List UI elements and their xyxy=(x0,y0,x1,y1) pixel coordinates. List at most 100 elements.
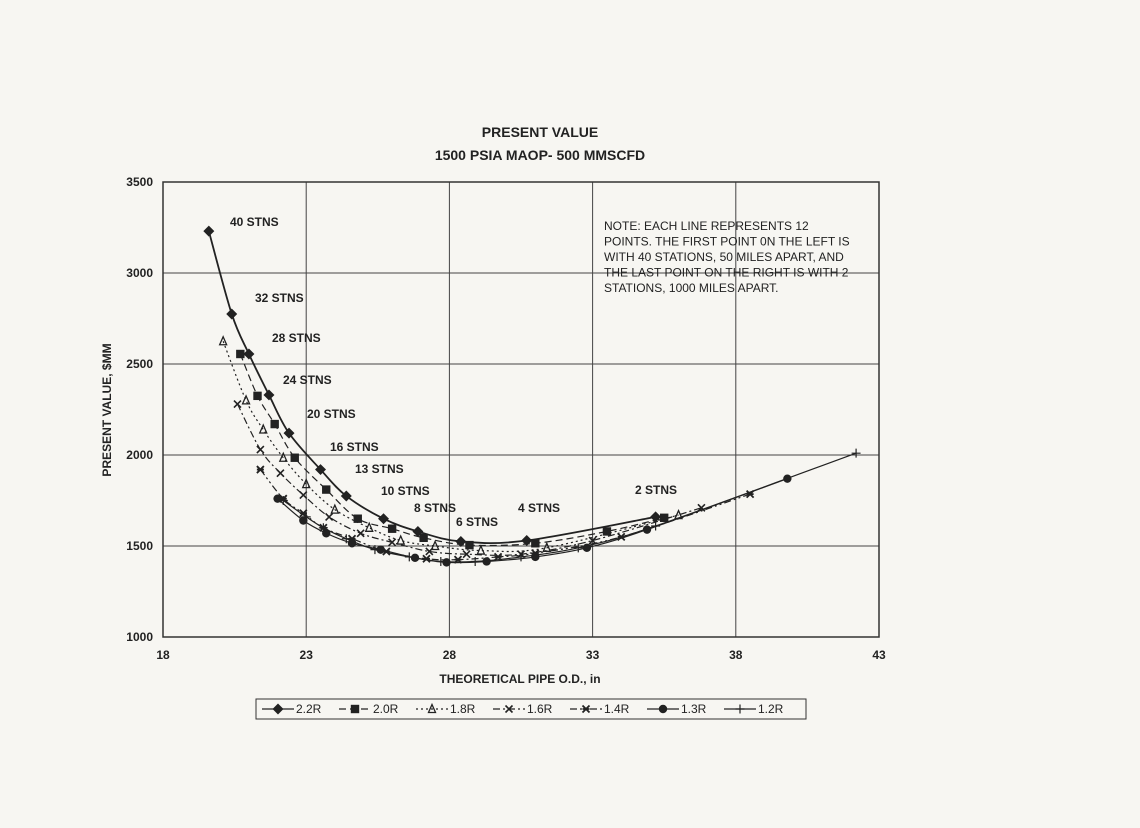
data-point xyxy=(356,529,365,538)
data-point xyxy=(256,465,265,474)
data-point xyxy=(322,485,331,494)
x-tick-label: 43 xyxy=(872,648,886,662)
data-point xyxy=(226,308,238,320)
data-point xyxy=(283,427,295,439)
series-1-3R xyxy=(273,474,792,567)
series-1-2R xyxy=(278,448,861,566)
data-point xyxy=(256,445,265,454)
legend-label: 1.6R xyxy=(527,702,553,716)
series-2-2R xyxy=(203,225,662,547)
legend-marker xyxy=(427,702,437,714)
station-label: 13 STNS xyxy=(355,462,404,476)
data-point xyxy=(318,523,328,533)
station-label: 32 STNS xyxy=(255,291,304,305)
data-point xyxy=(276,469,285,478)
station-label: 16 STNS xyxy=(330,440,379,454)
legend-label: 2.0R xyxy=(373,702,399,716)
series-line xyxy=(222,341,679,553)
y-tick-label: 2000 xyxy=(126,448,153,462)
data-point xyxy=(278,451,288,462)
legend-marker xyxy=(504,704,514,714)
data-point xyxy=(340,490,352,502)
data-point xyxy=(404,552,414,562)
x-tick-label: 38 xyxy=(729,648,743,662)
data-point xyxy=(425,547,434,556)
legend-box xyxy=(255,698,807,720)
data-point xyxy=(330,503,340,514)
legend-marker xyxy=(350,704,360,714)
x-tick-label: 23 xyxy=(300,648,314,662)
data-point xyxy=(301,512,311,522)
data-point xyxy=(465,540,474,550)
data-point xyxy=(378,513,390,525)
data-point xyxy=(364,521,374,532)
x-axis-label: THEORETICAL PIPE O.D., in xyxy=(439,672,600,686)
station-label: 10 STNS xyxy=(381,484,430,498)
legend: 2.2R 2.0R 1.8R 1.6R 1.4R 1.3R 1.2R xyxy=(262,702,784,716)
series-2-0R xyxy=(236,349,669,550)
data-point xyxy=(387,524,397,533)
data-point xyxy=(476,544,486,555)
legend-marker xyxy=(581,704,591,714)
series-line xyxy=(236,403,702,556)
data-point xyxy=(236,349,245,359)
x-tick-label: 28 xyxy=(443,648,457,662)
data-point xyxy=(430,539,440,551)
station-label: 28 STNS xyxy=(272,331,321,345)
x-tick-label: 33 xyxy=(586,648,600,662)
data-point xyxy=(419,533,428,543)
note-line: WITH 40 STATIONS, 50 MILES APART, AND xyxy=(604,250,844,264)
data-point xyxy=(521,535,533,547)
y-axis-label: PRESENT VALUE, $MM xyxy=(100,343,114,476)
data-point xyxy=(851,448,861,458)
legend-marker xyxy=(735,704,745,714)
data-point xyxy=(253,391,262,401)
data-point xyxy=(651,521,661,531)
data-point xyxy=(482,557,491,566)
data-point xyxy=(353,514,362,523)
legend-label: 1.8R xyxy=(450,702,476,716)
data-point xyxy=(258,423,268,434)
data-point xyxy=(470,556,480,566)
data-point xyxy=(602,527,612,536)
station-label: 8 STNS xyxy=(414,501,456,515)
data-point xyxy=(396,534,406,545)
data-point xyxy=(299,490,308,500)
chart-title: PRESENT VALUE xyxy=(482,124,598,140)
data-point xyxy=(531,539,540,548)
legend-marker xyxy=(658,704,668,714)
data-point xyxy=(370,545,380,555)
station-label: 24 STNS xyxy=(283,373,332,387)
series-1-8R xyxy=(218,335,684,555)
chart-subtitle: 1500 PSIA MAOP- 500 MMSCFD xyxy=(435,147,645,163)
data-point xyxy=(388,538,397,547)
note-line: POINTS. THE FIRST POINT 0N THE LEFT IS xyxy=(604,235,850,249)
legend-marker xyxy=(272,703,284,715)
data-point xyxy=(341,534,351,544)
series-line xyxy=(207,230,656,545)
legend-label: 2.2R xyxy=(296,702,322,716)
data-point xyxy=(233,399,242,409)
data-point xyxy=(278,496,288,505)
data-point xyxy=(270,419,279,429)
x-tick-label: 18 xyxy=(156,648,170,662)
data-point xyxy=(422,554,431,563)
data-point xyxy=(273,494,282,503)
y-tick-label: 3500 xyxy=(126,175,153,189)
note-line: STATIONS, 1000 MILES APART. xyxy=(604,281,779,295)
data-point xyxy=(263,389,275,401)
y-tick-label: 3000 xyxy=(126,266,153,280)
plot-area xyxy=(162,181,880,638)
series-line xyxy=(239,353,665,547)
legend-label: 1.4R xyxy=(604,702,630,716)
note-text: NOTE: EACH LINE REPRESENTS 12 POINTS. THE… xyxy=(604,219,850,295)
data-point xyxy=(325,512,334,521)
y-tick-label: 2500 xyxy=(126,357,153,371)
legend-label: 1.3R xyxy=(681,702,707,716)
data-point xyxy=(218,335,228,346)
data-point xyxy=(315,464,327,476)
data-point xyxy=(203,225,215,237)
station-label: 4 STNS xyxy=(518,501,560,515)
data-point xyxy=(241,394,251,405)
